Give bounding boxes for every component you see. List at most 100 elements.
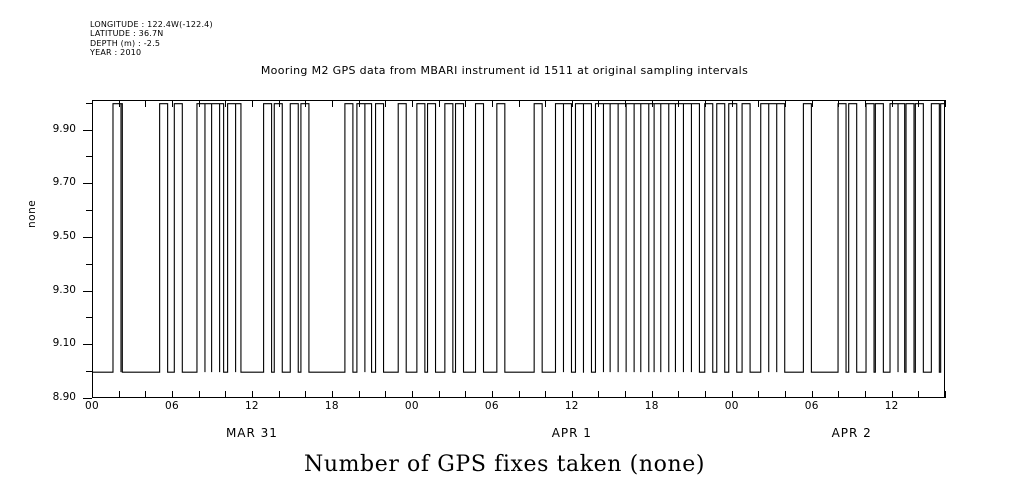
- x-axis-tick-top: [918, 100, 920, 107]
- x-axis-tick-top: [598, 100, 600, 107]
- x-axis-tick-bottom: [411, 391, 413, 398]
- x-axis-tick-bottom: [705, 391, 707, 398]
- x-axis-tick-top: [278, 100, 280, 107]
- x-axis-tick-top: [171, 100, 173, 107]
- y-axis-major-tick: [83, 236, 92, 238]
- x-axis-tick-bottom: [865, 391, 867, 398]
- x-axis-tick-top: [678, 100, 680, 107]
- x-axis-tick-bottom: [918, 391, 920, 398]
- x-axis-tick-bottom: [225, 391, 227, 398]
- data-series-line: [93, 103, 946, 373]
- plot-area: [92, 100, 946, 398]
- x-axis-tick-bottom: [438, 391, 440, 398]
- x-axis-tick-label: 06: [484, 400, 499, 412]
- x-axis-tick-top: [651, 100, 653, 107]
- x-axis-tick-bottom: [545, 391, 547, 398]
- x-axis-tick-bottom: [625, 391, 627, 398]
- x-axis-tick-bottom: [758, 391, 760, 398]
- x-axis-tick-bottom: [678, 391, 680, 398]
- x-axis-tick-top: [891, 100, 893, 107]
- x-axis-tick-bottom: [385, 391, 387, 398]
- x-axis-tick-bottom: [571, 391, 573, 398]
- x-axis-tick-label: 18: [644, 400, 659, 412]
- x-axis-tick-bottom: [491, 391, 493, 398]
- metadata-longitude: LONGITUDE : 122.4W(-122.4): [90, 20, 213, 29]
- x-axis-tick-top: [785, 100, 787, 107]
- x-axis-tick-bottom: [171, 391, 173, 398]
- x-axis-tick-bottom: [838, 391, 840, 398]
- y-axis-major-tick: [83, 129, 92, 131]
- x-axis-tick-label: 12: [884, 400, 899, 412]
- x-axis-tick-label: 00: [404, 400, 419, 412]
- x-axis-tick-label: 06: [804, 400, 819, 412]
- x-axis-tick-top: [491, 100, 493, 107]
- y-axis-tick-label: 9.50: [52, 229, 76, 242]
- y-axis-minor-tick: [86, 102, 92, 104]
- x-axis-tick-bottom: [198, 391, 200, 398]
- x-axis-tick-top: [945, 100, 946, 107]
- x-axis-day-label: APR 1: [551, 426, 592, 440]
- x-axis-tick-label: 18: [324, 400, 339, 412]
- x-axis-tick-bottom: [278, 391, 280, 398]
- x-axis-tick-label: 00: [85, 400, 99, 412]
- y-axis-major-tick: [83, 344, 92, 346]
- x-axis-tick-top: [438, 100, 440, 107]
- x-axis-tick-top: [331, 100, 333, 107]
- x-axis-tick-bottom: [331, 391, 333, 398]
- x-axis-tick-top: [225, 100, 227, 107]
- x-axis-tick-top: [385, 100, 387, 107]
- x-axis-tick-bottom: [651, 391, 653, 398]
- x-axis-day-label: APR 2: [831, 426, 872, 440]
- chart-title: Mooring M2 GPS data from MBARI instrumen…: [260, 64, 749, 77]
- figure-caption: Number of GPS fixes taken (none): [303, 452, 706, 477]
- x-axis-tick-top: [358, 100, 360, 107]
- x-axis-tick-top: [251, 100, 253, 107]
- y-axis-major-tick: [83, 398, 92, 399]
- y-axis-minor-tick: [86, 371, 92, 373]
- metadata-latitude: LATITUDE : 36.7N: [90, 29, 164, 39]
- x-axis-tick-bottom: [891, 391, 893, 398]
- y-axis-title: none: [26, 199, 38, 228]
- x-axis-tick-top: [758, 100, 760, 107]
- x-axis-tick-bottom: [358, 391, 360, 398]
- x-axis-tick-bottom: [92, 391, 93, 398]
- x-axis-tick-label: 12: [564, 400, 579, 412]
- y-axis-tick-label: 9.90: [52, 122, 76, 135]
- y-axis-major-tick: [83, 183, 92, 185]
- x-axis-tick-top: [198, 100, 200, 107]
- x-axis-tick-top: [518, 100, 520, 107]
- x-axis-tick-top: [811, 100, 813, 107]
- x-axis-tick-top: [625, 100, 627, 107]
- x-axis-tick-top: [411, 100, 413, 107]
- x-axis-tick-top: [118, 100, 120, 107]
- x-axis-tick-top: [571, 100, 573, 107]
- y-axis-minor-tick: [86, 210, 92, 212]
- x-axis-tick-top: [92, 100, 93, 107]
- x-axis-tick-bottom: [811, 391, 813, 398]
- x-axis-tick-top: [705, 100, 707, 107]
- x-axis-day-label: MAR 31: [225, 426, 278, 440]
- x-axis-tick-label: 06: [164, 400, 179, 412]
- x-axis-tick-top: [731, 100, 733, 107]
- y-axis-major-tick: [83, 290, 92, 292]
- metadata-depth: DEPTH (m) : -2.5: [90, 38, 161, 48]
- metadata-year: YEAR : 2010: [90, 47, 142, 57]
- y-axis-tick-label: 9.10: [52, 337, 76, 350]
- x-axis-tick-bottom: [518, 391, 520, 398]
- x-axis-tick-bottom: [145, 391, 147, 398]
- x-axis-tick-top: [465, 100, 467, 107]
- metadata-block: LONGITUDE : 122.4W(-122.4) LATITUDE : 36…: [90, 20, 213, 57]
- y-axis-minor-tick: [86, 263, 92, 265]
- x-axis-tick-bottom: [598, 391, 600, 398]
- x-axis-tick-bottom: [945, 391, 946, 398]
- y-axis-tick-label: 8.90: [52, 391, 76, 403]
- x-axis-tick-top: [545, 100, 547, 107]
- x-axis-tick-label: 12: [244, 400, 259, 412]
- x-axis-tick-bottom: [785, 391, 787, 398]
- y-axis-tick-label: 9.70: [52, 176, 76, 189]
- x-axis-tick-bottom: [465, 391, 467, 398]
- y-axis-minor-tick: [86, 317, 92, 319]
- y-axis-tick-label: 9.30: [52, 283, 76, 296]
- x-axis-tick-bottom: [731, 391, 733, 398]
